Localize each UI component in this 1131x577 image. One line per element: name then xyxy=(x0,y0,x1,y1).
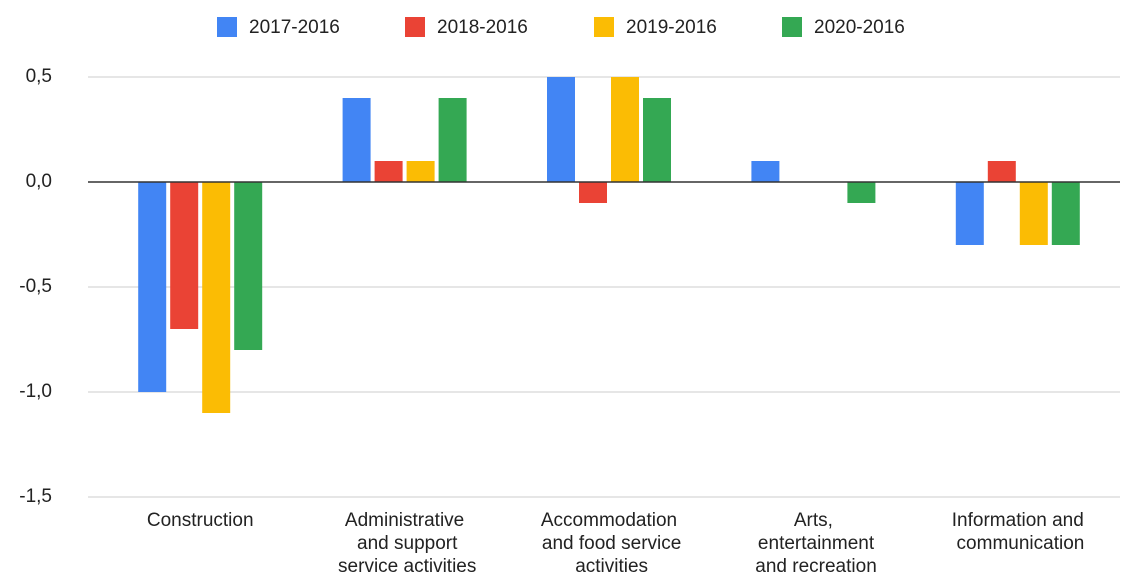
bar xyxy=(438,98,467,182)
bar xyxy=(170,182,199,329)
x-tick-label: Arts, entertainment and recreation xyxy=(750,510,877,577)
y-tick-label: 0,0 xyxy=(26,171,52,192)
x-tick-label: Accommodation and food service activitie… xyxy=(537,510,682,577)
bar xyxy=(611,77,639,182)
legend-label: 2019-2016 xyxy=(626,17,717,38)
legend-swatch xyxy=(405,17,425,37)
x-tick-label: Administrative and support service activ… xyxy=(333,510,477,577)
legend-label: 2018-2016 xyxy=(437,17,528,38)
bar xyxy=(547,77,575,182)
bar xyxy=(955,182,984,245)
y-tick-label: -1,0 xyxy=(19,381,52,402)
bar xyxy=(847,182,876,203)
bar xyxy=(234,182,263,350)
bar xyxy=(202,182,231,413)
bar xyxy=(751,161,780,182)
bar xyxy=(342,98,371,182)
x-tick-label: Construction xyxy=(147,510,254,531)
bar xyxy=(138,182,167,392)
bar xyxy=(579,182,607,203)
bar xyxy=(987,161,1016,182)
legend-label: 2017-2016 xyxy=(249,17,340,38)
y-tick-label: -0,5 xyxy=(19,276,52,297)
bar xyxy=(643,98,671,182)
legend-label: 2020-2016 xyxy=(814,17,905,38)
legend-swatch xyxy=(594,17,614,37)
bar xyxy=(1019,182,1048,245)
bar xyxy=(374,161,403,182)
y-tick-label: 0,5 xyxy=(26,66,52,87)
bar xyxy=(406,161,435,182)
legend-swatch xyxy=(782,17,802,37)
legend-swatch xyxy=(217,17,237,37)
x-tick-label: Information and communication xyxy=(951,510,1084,554)
y-tick-label: -1,5 xyxy=(19,486,52,507)
bar xyxy=(1051,182,1080,245)
